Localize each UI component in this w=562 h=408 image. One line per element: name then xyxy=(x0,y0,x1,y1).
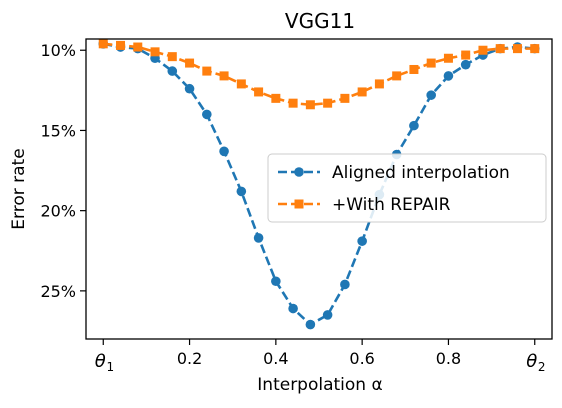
series-2-marker xyxy=(409,64,419,74)
series-2-marker xyxy=(254,87,264,97)
chart-title: VGG11 xyxy=(285,9,355,33)
legend: Aligned interpolation +With REPAIR xyxy=(267,153,547,223)
series-1-marker xyxy=(340,279,350,290)
x-tick-subscript: 2 xyxy=(538,360,546,374)
series-1-marker xyxy=(219,146,229,157)
y-tick-label: 20% xyxy=(40,202,76,221)
plot-frame xyxy=(85,38,553,340)
legend-box xyxy=(267,153,547,223)
series-2-marker xyxy=(185,58,195,68)
plot-area: 10%15%20%25%θ 1 0.2 0.4 0.6 0.8 θ 2 xyxy=(40,38,553,374)
series-2-marker xyxy=(150,47,160,57)
x-axis-label: Interpolation α xyxy=(257,375,382,395)
series-1-marker xyxy=(167,66,178,76)
series-2-marker xyxy=(288,98,298,108)
series-2-marker xyxy=(478,45,488,55)
y-tick-label: 15% xyxy=(40,121,76,140)
x-tick-label: θ xyxy=(526,351,537,372)
x-tick-label: 0.2 xyxy=(177,349,202,368)
legend-label-2: +With REPAIR xyxy=(332,195,451,215)
series-1-marker xyxy=(253,233,264,243)
y-tick-label: 10% xyxy=(40,41,76,60)
series-2-marker xyxy=(374,79,384,89)
series-2-marker xyxy=(357,87,367,97)
series-1-marker xyxy=(409,120,419,131)
series-1-marker xyxy=(271,276,281,287)
series-2-marker xyxy=(530,44,540,54)
x-tick-subscript: 1 xyxy=(106,360,114,374)
y-axis-label: Error rate xyxy=(9,148,29,229)
series-1-marker xyxy=(426,90,436,100)
legend-label-1: Aligned interpolation xyxy=(332,163,510,183)
legend-marker-2 xyxy=(294,199,304,209)
series-2-marker xyxy=(271,93,281,103)
series-2-marker xyxy=(461,50,471,60)
x-tick-label: 0.6 xyxy=(349,349,374,368)
series-1-marker xyxy=(288,303,298,314)
series-2-marker xyxy=(202,66,212,76)
series-2-marker xyxy=(236,79,246,89)
series-2-marker xyxy=(512,44,522,54)
series-2-marker xyxy=(340,93,350,103)
x-tick-label: 0.8 xyxy=(436,349,461,368)
series-2-marker xyxy=(495,44,505,54)
x-tick-label: 0.4 xyxy=(263,349,288,368)
series-1-marker xyxy=(236,186,247,197)
series-1-marker xyxy=(184,83,195,94)
series-1-marker xyxy=(443,71,454,81)
series-2-marker xyxy=(98,39,108,49)
series-2-marker xyxy=(116,40,126,50)
x-tick-label: θ xyxy=(95,351,106,372)
series-2-marker xyxy=(443,53,453,63)
series-1-marker xyxy=(305,319,316,330)
series-1-marker xyxy=(202,109,212,120)
y-tick-label: 25% xyxy=(40,282,76,301)
series-2-marker xyxy=(219,71,229,81)
series-2-marker xyxy=(167,52,177,62)
series-2-marker xyxy=(426,58,436,68)
series-2-marker xyxy=(133,42,143,52)
legend-marker-1 xyxy=(294,167,304,177)
series-2-marker xyxy=(305,100,315,110)
series-2-marker xyxy=(392,71,402,81)
series-1-marker xyxy=(322,310,333,320)
series-1-marker xyxy=(460,59,471,70)
series-1-marker xyxy=(357,236,367,246)
series-2-marker xyxy=(323,98,333,108)
